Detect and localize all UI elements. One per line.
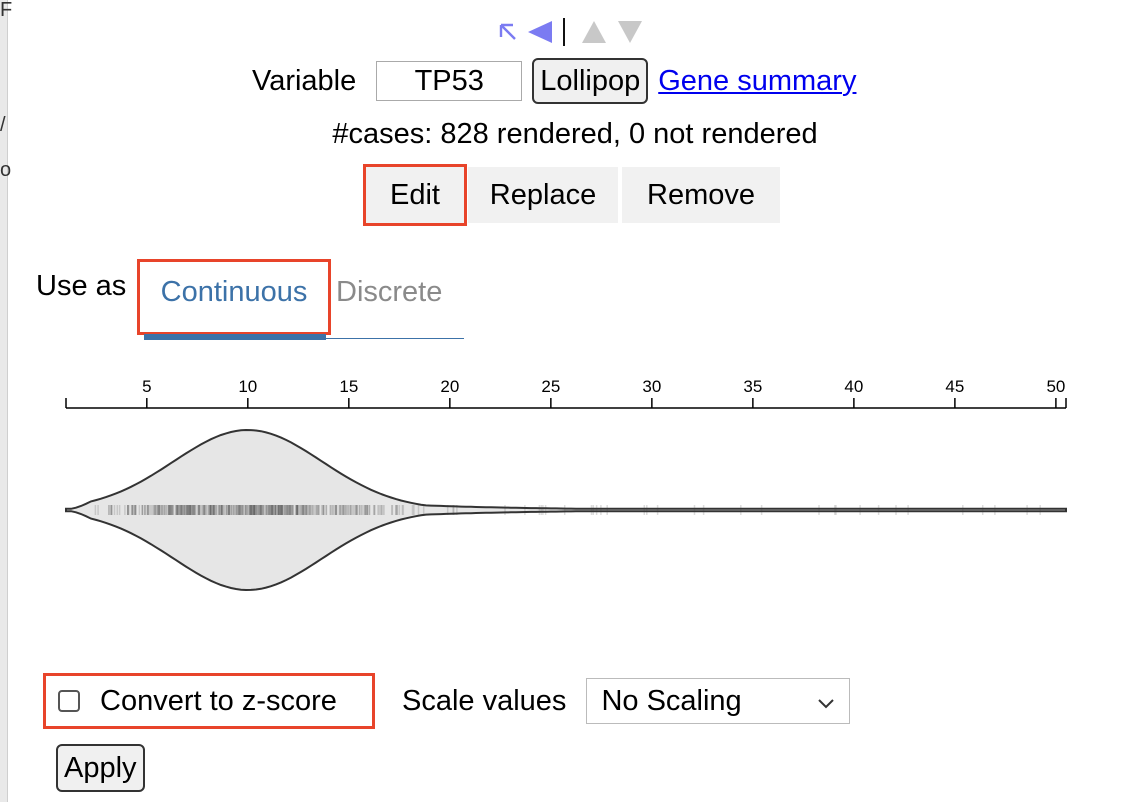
lollipop-button[interactable]: Lollipop bbox=[532, 58, 649, 104]
x-tick-label: 10 bbox=[238, 377, 257, 396]
arrow-up-icon bbox=[579, 17, 609, 47]
edit-button[interactable]: Edit bbox=[363, 164, 467, 226]
x-tick-label: 20 bbox=[440, 377, 459, 396]
x-tick-label: 5 bbox=[142, 377, 151, 396]
apply-button[interactable]: Apply bbox=[56, 744, 145, 792]
scale-select[interactable]: No Scaling bbox=[586, 678, 851, 724]
scale-select-value: No Scaling bbox=[601, 684, 742, 717]
violin-shape bbox=[65, 428, 1067, 592]
violin-plot: 5 10 15 20 25 30 35 40 45 50 bbox=[65, 377, 1067, 592]
arrow-down-icon bbox=[615, 17, 645, 47]
remove-button[interactable]: Remove bbox=[622, 167, 780, 223]
continuous-tab-underline bbox=[144, 334, 326, 340]
jump-to-start-icon[interactable] bbox=[495, 19, 521, 45]
x-tick-label: 25 bbox=[541, 377, 560, 396]
x-tick-label: 30 bbox=[642, 377, 661, 396]
toggle-underline bbox=[326, 338, 464, 339]
x-tick-label: 50 bbox=[1046, 377, 1065, 396]
clipped-text: o bbox=[0, 159, 12, 181]
variable-row: Variable TP53 Lollipop Gene summary bbox=[252, 58, 856, 104]
x-tick-label: 35 bbox=[743, 377, 762, 396]
x-tick-label: 15 bbox=[339, 377, 358, 396]
scale-values-label: Scale values bbox=[402, 684, 567, 717]
clipped-text: / bbox=[0, 114, 6, 136]
zscore-option[interactable]: Convert to z-score bbox=[43, 673, 375, 729]
clipped-text: F bbox=[0, 0, 13, 21]
variable-value: TP53 bbox=[376, 61, 523, 101]
left-panel-edge: F / o bbox=[0, 0, 12, 802]
x-tick-label: 40 bbox=[844, 377, 863, 396]
options-row: Convert to z-score Scale values No Scali… bbox=[43, 673, 851, 729]
continuous-tab[interactable]: Continuous bbox=[137, 259, 331, 335]
gene-summary-link[interactable]: Gene summary bbox=[658, 64, 857, 97]
replace-button[interactable]: Replace bbox=[468, 167, 618, 223]
arrow-left-icon[interactable] bbox=[525, 17, 555, 47]
zscore-label: Convert to z-score bbox=[100, 684, 337, 717]
nav-controls bbox=[495, 14, 645, 50]
action-buttons: Edit Replace Remove bbox=[363, 164, 784, 226]
use-as-label: Use as bbox=[36, 270, 127, 302]
cases-count: #cases: 828 rendered, 0 not rendered bbox=[332, 118, 818, 150]
variable-label: Variable bbox=[252, 64, 357, 97]
x-axis: 5 10 15 20 25 30 35 40 45 50 bbox=[65, 377, 1067, 409]
nav-separator bbox=[563, 18, 565, 46]
chevron-down-icon bbox=[817, 685, 835, 718]
data-point-strip bbox=[94, 505, 1041, 515]
discrete-tab[interactable]: Discrete bbox=[336, 276, 443, 308]
zscore-checkbox[interactable] bbox=[58, 690, 80, 712]
use-as-toggle: Continuous Discrete bbox=[137, 259, 464, 340]
x-tick-label: 45 bbox=[945, 377, 964, 396]
